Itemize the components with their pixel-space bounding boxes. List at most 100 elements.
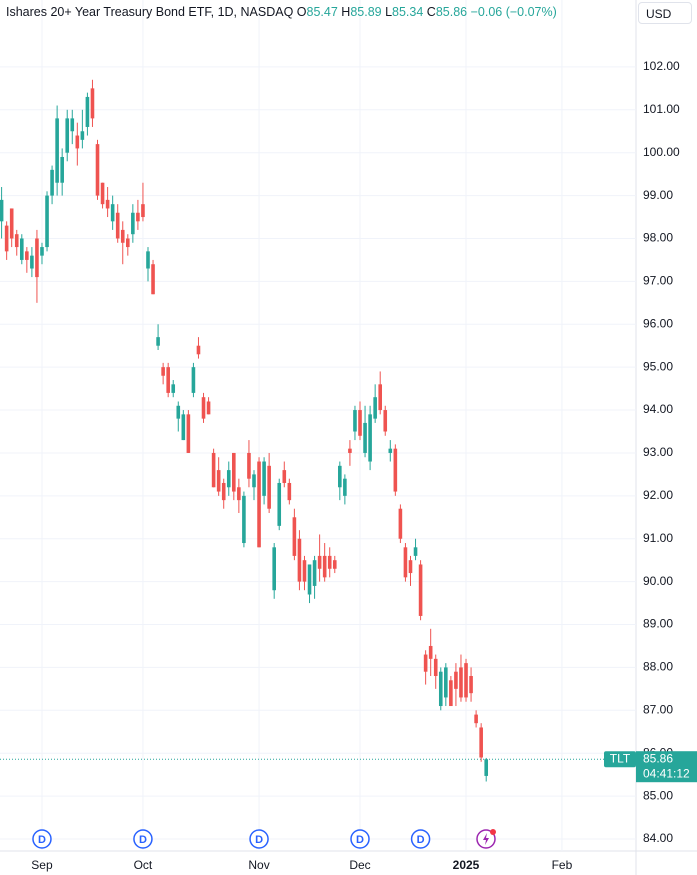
candle-body [196,345,201,355]
ohlc-value: 85.34 [392,5,424,19]
dividend-label: D [417,834,425,846]
chart-header: Ishares 20+ Year Treasury Bond ETF, 1D, … [6,5,557,19]
price-tag [636,751,697,783]
candle-body [438,671,443,707]
candle-body [322,555,327,578]
y-tick-label: 102.00 [643,59,680,73]
currency-button[interactable]: USD [638,2,692,24]
countdown-label: 04:41:12 [643,766,690,780]
candle-body [312,560,317,586]
ohlc-prefix: H [341,5,351,19]
candle-body [257,461,261,548]
y-tick-label: 100.00 [643,145,680,159]
candle-body [90,88,95,119]
candle-body [418,564,423,616]
candle-body [110,204,115,222]
candle-body [292,517,297,556]
candle-body [373,397,377,419]
candle-body [115,212,120,239]
x-tick-label: Feb [552,858,573,872]
candle-body [307,564,312,595]
candle-body [75,135,80,149]
y-tick-label: 96.00 [643,316,673,330]
candle-body [267,465,271,509]
dividend-marker [249,829,269,849]
x-tick-label: Oct [134,858,153,872]
candle-body [141,204,145,218]
candle-body [287,482,292,501]
dividend-label: D [356,834,364,846]
candle-body [55,118,59,183]
x-tick-label: 2025 [453,858,480,872]
y-tick-label: 85.00 [643,788,673,802]
candle-body [302,560,307,582]
candle-body [353,410,357,432]
y-tick-label: 93.00 [643,445,673,459]
ohlc-value: 85.47 [306,5,338,19]
y-tick-label: 95.00 [643,359,673,373]
candle-body [277,482,282,526]
candle-body [317,555,322,569]
candle-body [216,470,221,492]
symbol-title: Ishares 20+ Year Treasury Bond ETF, 1D, … [6,5,294,19]
candle-body [136,212,140,222]
candle-body [363,422,367,453]
dividend-marker [350,829,370,849]
y-tick-label: 94.00 [643,402,673,416]
candle-body [30,255,34,269]
symbol-tag [604,751,636,768]
candle-body [332,560,337,569]
ohlc-prefix: O [296,5,307,19]
candle-body [65,118,70,153]
dividend-label: D [255,834,263,846]
candle-body [126,238,130,248]
candle-body [464,663,468,698]
candle-body [45,195,49,248]
dividend-marker [133,829,153,849]
dividend-marker [410,829,431,849]
y-tick-label: 101.00 [643,102,680,116]
ohlc-value: 85.86 [435,5,468,19]
candle-body [484,759,489,776]
ohlc-prefix: L [385,5,393,19]
candle-body [100,182,105,205]
candle-body [0,199,4,222]
candle-body [252,474,256,488]
y-tick-label: 84.00 [643,831,673,845]
candle-body [469,675,473,694]
candle-body [60,156,64,183]
candle-body [19,238,24,260]
candle-body [95,144,100,196]
dividend-marker [32,829,52,849]
grid [0,0,636,851]
y-tick-label: 97.00 [643,274,673,288]
ohlc-value: 85.89 [350,5,382,19]
candle-body [282,470,287,483]
dividend-label: D [38,834,46,846]
candle-body [166,367,170,393]
candle-body [85,96,90,127]
y-tick-label: 89.00 [643,617,673,631]
candle-body [433,658,438,676]
candle-body [454,671,458,689]
candle-body [423,654,428,672]
candle-body [247,452,251,479]
candle-body [156,337,160,346]
candle-body [358,410,362,436]
candle-body [272,547,276,591]
candle-body [226,470,231,488]
candle-body [25,251,29,260]
candle-body [388,448,393,453]
candle-body [413,547,418,556]
candle-body [181,414,186,441]
candle-body [131,212,135,235]
y-tick-label: 99.00 [643,188,673,202]
dividend-label: D [139,834,147,846]
candle-body [191,367,196,393]
ohlc-prefix: C [426,5,436,19]
y-tick-label: 87.00 [643,702,673,716]
candle-body [151,264,155,295]
y-tick-label: 88.00 [643,660,673,674]
